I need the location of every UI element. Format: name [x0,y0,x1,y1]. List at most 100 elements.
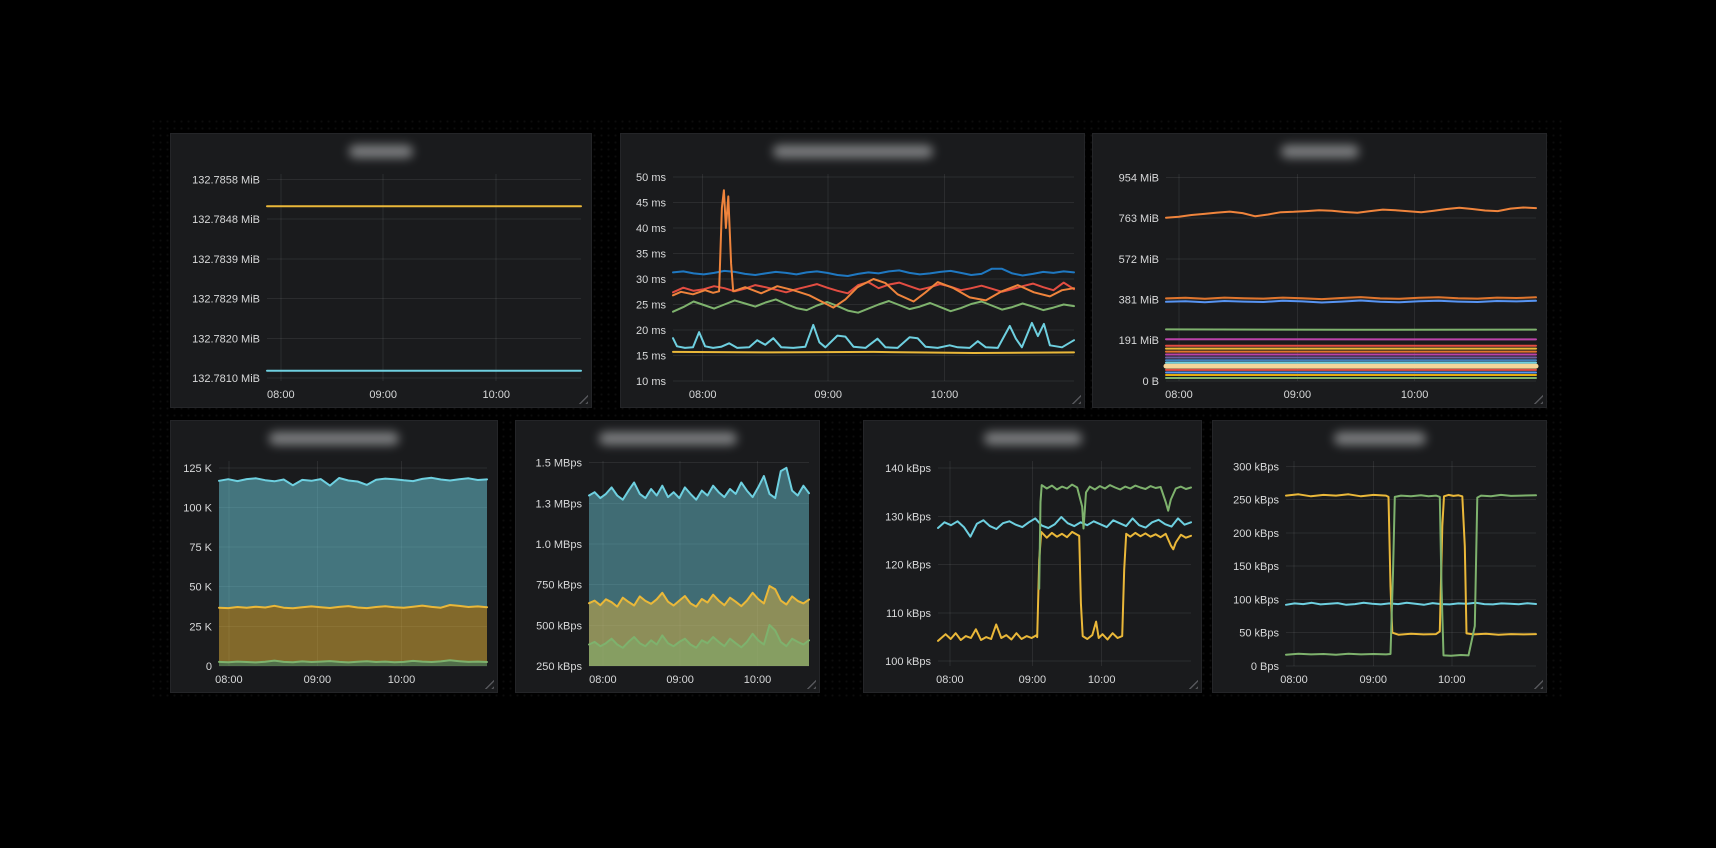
y-tick-label: 1.3 MBps [536,498,583,510]
x-tick-label: 10:00 [482,389,510,401]
timeseries-panel-4[interactable]: 125 K 100 K 75 K 50 K 25 K 0 08:00 09:00 10:00 [170,420,498,693]
panel-title-redacted [772,144,933,158]
x-tick-label: 10:00 [388,674,416,686]
y-tick-label: 132.7858 MiB [192,174,260,186]
series-line-blue-370 [1165,299,1537,304]
panel-plot-area[interactable]: 50 ms 45 ms 40 ms 35 ms 30 ms 25 ms 20 ms 15 ms… [621,134,1084,407]
series-line-green [672,298,1075,314]
x-tick-label: 09:00 [369,389,397,401]
x-tick-label: 10:00 [1088,674,1116,686]
panel-title-redacted [983,431,1082,445]
y-tick-label: 100 kBps [1233,594,1279,606]
y-tick-label: 132.7839 MiB [192,254,260,266]
panel-resize-handle[interactable] [1532,678,1543,689]
x-tick-label: 08:00 [936,674,964,686]
y-tick-label: 110 kBps [886,608,932,620]
panel-title-redacted [269,431,399,445]
panel-resize-handle[interactable] [577,393,588,404]
series-line-cyan-total [218,476,488,487]
y-tick-label: 25 K [189,621,212,633]
y-tick-label: 100 kBps [885,656,931,668]
timeseries-panel-7[interactable]: 300 kBps 250 kBps 200 kBps 150 kBps 100 kBps… [1212,420,1547,693]
panel-header[interactable] [171,429,497,447]
y-tick-label: 954 MiB [1119,172,1159,184]
panel-title-redacted [349,144,413,158]
series-area-cyan-total [219,477,487,609]
panel-header[interactable] [621,142,1084,160]
series-line-blue [672,267,1075,277]
y-tick-label: 10 ms [636,376,666,388]
y-tick-label: 132.7820 MiB [192,333,260,345]
timeseries-chart: 954 MiB 763 MiB 572 MiB 381 MiB 191 MiB 0 B 08… [1119,172,1539,401]
panel-plot-area[interactable]: 140 kBps 130 kBps 120 kBps 110 kBps 100 kBps… [864,421,1201,692]
y-tick-label: 132.7829 MiB [192,294,260,306]
series-line-yellow-mid [218,604,488,610]
timeseries-chart: 50 ms 45 ms 40 ms 35 ms 30 ms 25 ms 20 ms 15 ms… [636,172,1075,401]
panel-resize-handle[interactable] [483,678,494,689]
y-tick-label: 150 kBps [1233,561,1279,573]
timeseries-chart: 140 kBps 130 kBps 120 kBps 110 kBps 100 kBps… [885,461,1192,686]
series-line-cyan-out [588,466,810,501]
y-tick-label: 381 MiB [1119,295,1159,307]
panel-plot-area[interactable]: 300 kBps 250 kBps 200 kBps 150 kBps 100 kBps… [1213,421,1546,692]
y-tick-label: 50 K [189,582,212,594]
panel-resize-handle[interactable] [805,678,816,689]
y-tick-label: 50 kBps [1239,628,1279,640]
x-tick-label: 09:00 [666,674,694,686]
timeseries-panel-6[interactable]: 140 kBps 130 kBps 120 kBps 110 kBps 100 kBps… [863,420,1202,693]
x-tick-label: 08:00 [689,389,717,401]
timeseries-chart: 132.7858 MiB 132.7848 MiB 132.7839 MiB 132.… [192,174,582,401]
x-tick-label: 08:00 [589,674,617,686]
panel-plot-area[interactable]: 1.5 MBps 1.3 MBps 1.0 MBps 750 kBps 500 kBps… [516,421,819,692]
series-line-cyan-spiky [672,321,1075,349]
series-line-orange-385 [1165,296,1537,301]
series-line-orange-spike [672,189,1075,309]
panel-header[interactable] [1093,142,1546,160]
x-tick-label: 09:00 [1019,674,1047,686]
y-tick-label: 140 kBps [885,463,931,475]
y-tick-label: 750 kBps [536,580,582,592]
timeseries-panel-3[interactable]: 954 MiB 763 MiB 572 MiB 381 MiB 191 MiB 0 B 08… [1092,133,1547,408]
timeseries-panel-1[interactable]: 132.7858 MiB 132.7848 MiB 132.7839 MiB 132.… [170,133,592,408]
panel-title-redacted [1333,431,1426,445]
series-line-green-step [1038,483,1192,590]
timeseries-chart: 300 kBps 250 kBps 200 kBps 150 kBps 100 kBps… [1233,461,1537,686]
timeseries-panel-2[interactable]: 50 ms 45 ms 40 ms 35 ms 30 ms 25 ms 20 ms 15 ms… [620,133,1085,408]
panel-resize-handle[interactable] [1532,393,1543,404]
y-tick-label: 20 ms [636,325,666,337]
panel-header[interactable] [1213,429,1546,447]
series-area-yellow-mid [219,605,487,663]
y-tick-label: 132.7810 MiB [192,373,260,385]
panel-header[interactable] [864,429,1201,447]
y-tick-label: 250 kBps [536,661,582,673]
panel-plot-area[interactable]: 132.7858 MiB 132.7848 MiB 132.7839 MiB 132.… [171,134,591,407]
panel-plot-area[interactable]: 125 K 100 K 75 K 50 K 25 K 0 08:00 09:00 10:00 [171,421,497,692]
y-tick-label: 132.7848 MiB [192,214,260,226]
series-line-yellow-step [937,530,1192,642]
x-tick-label: 10:00 [931,389,959,401]
panel-resize-handle[interactable] [1187,678,1198,689]
panel-plot-area[interactable]: 954 MiB 763 MiB 572 MiB 381 MiB 191 MiB 0 B 08… [1093,134,1546,407]
y-tick-label: 572 MiB [1119,254,1159,266]
series-line-yellow-square [1285,493,1537,636]
y-tick-label: 0 B [1142,376,1159,388]
panel-title-redacted [1280,144,1359,158]
x-tick-label: 08:00 [215,674,243,686]
x-tick-label: 10:00 [1401,389,1429,401]
panel-resize-handle[interactable] [1070,393,1081,404]
y-tick-label: 500 kBps [536,620,582,632]
panel-title-redacted [598,431,737,445]
y-tick-label: 300 kBps [1233,461,1279,473]
x-tick-label: 09:00 [1284,389,1312,401]
timeseries-panel-5[interactable]: 1.5 MBps 1.3 MBps 1.0 MBps 750 kBps 500 kBps… [515,420,820,693]
panel-header[interactable] [516,429,819,447]
series-line-green-out [588,624,810,649]
x-tick-label: 10:00 [1438,674,1466,686]
y-tick-label: 120 kBps [885,560,931,572]
x-tick-label: 08:00 [1165,389,1193,401]
y-tick-label: 25 ms [636,300,666,312]
y-tick-label: 35 ms [636,249,666,261]
series-line-green-square [1285,493,1537,657]
y-tick-label: 40 ms [636,223,666,235]
panel-header[interactable] [171,142,591,160]
